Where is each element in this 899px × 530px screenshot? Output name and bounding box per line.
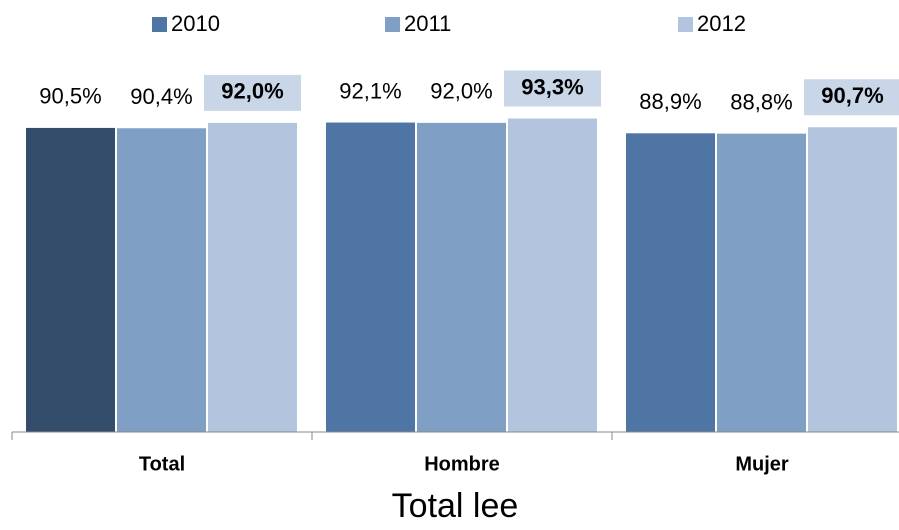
label-box (804, 79, 899, 116)
legend-swatch (385, 17, 400, 32)
data-label: 93,3% (521, 74, 583, 99)
bar (508, 118, 597, 433)
x-tick-label: Hombre (424, 453, 500, 475)
legend-label: 2012 (697, 11, 746, 36)
bar (26, 127, 115, 433)
x-tick-label: Total (139, 453, 185, 475)
x-tick-label: Mujer (735, 453, 789, 475)
bar (717, 133, 806, 432)
label-box (504, 70, 601, 107)
data-label: 88,9% (639, 89, 701, 114)
bar (326, 122, 415, 432)
data-label: 90,4% (130, 84, 192, 109)
bar (808, 127, 897, 433)
bar (626, 133, 715, 432)
data-label: 90,7% (821, 83, 883, 108)
bar (417, 122, 506, 432)
data-label: 92,0% (221, 79, 283, 104)
bar (117, 128, 206, 433)
x-axis-title: Total lee (392, 487, 519, 525)
bar (208, 122, 297, 432)
label-box (204, 74, 301, 111)
legend-label: 2011 (404, 11, 451, 36)
data-label: 88,8% (730, 89, 792, 114)
data-label: 92,0% (430, 79, 492, 104)
legend-swatch (152, 17, 167, 32)
legend-swatch (678, 17, 693, 32)
legend-label: 2010 (171, 11, 220, 36)
data-label: 92,1% (339, 78, 401, 103)
data-label: 90,5% (39, 84, 101, 109)
